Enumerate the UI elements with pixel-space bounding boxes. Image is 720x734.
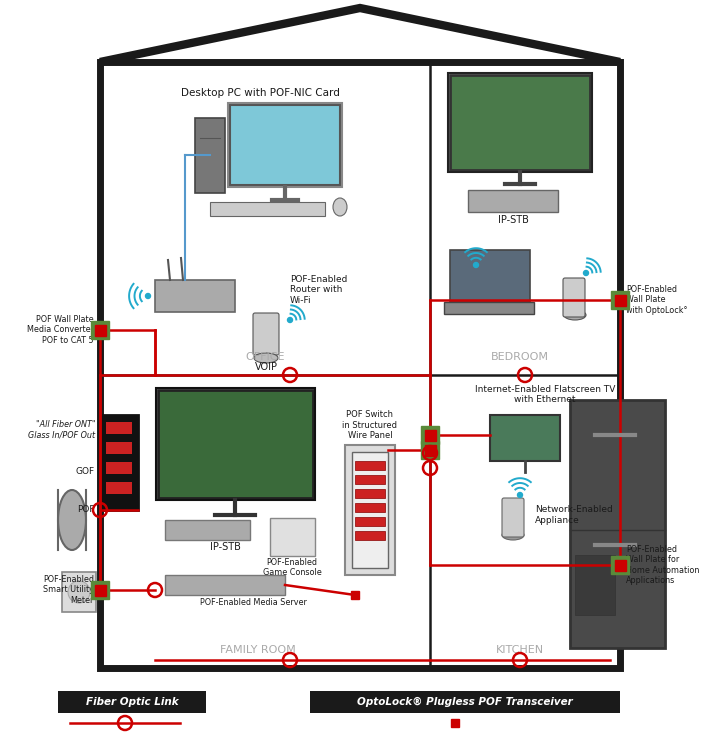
Bar: [230, 105, 340, 185]
Bar: [165, 575, 285, 595]
Bar: [611, 291, 629, 309]
Bar: [355, 531, 385, 540]
Bar: [444, 302, 534, 314]
Text: OFFICE: OFFICE: [246, 352, 284, 362]
Bar: [614, 559, 626, 570]
FancyBboxPatch shape: [502, 498, 524, 537]
Text: POF: POF: [78, 506, 95, 515]
Circle shape: [145, 294, 150, 299]
Bar: [228, 103, 342, 187]
Bar: [355, 517, 385, 526]
Bar: [355, 475, 385, 484]
Text: POF Wall Plate
Media Converter
POF to CAT 5: POF Wall Plate Media Converter POF to CA…: [27, 315, 94, 345]
Bar: [425, 445, 436, 456]
Bar: [310, 691, 620, 713]
Bar: [451, 719, 459, 727]
Text: POF-Enabled
Router with
Wi-Fi: POF-Enabled Router with Wi-Fi: [290, 275, 347, 305]
Bar: [355, 461, 385, 470]
Bar: [425, 429, 436, 440]
FancyBboxPatch shape: [563, 278, 585, 317]
Text: POF-Enabled
Smart Utility
Meter: POF-Enabled Smart Utility Meter: [43, 575, 94, 605]
Text: Internet-Enabled Flatscreen TV
with Ethernet: Internet-Enabled Flatscreen TV with Ethe…: [474, 385, 615, 404]
Text: KITCHEN: KITCHEN: [496, 645, 544, 655]
Bar: [106, 442, 132, 454]
Bar: [611, 556, 629, 574]
Text: VOIP: VOIP: [254, 362, 277, 372]
Text: Network-Enabled
Appliance: Network-Enabled Appliance: [535, 505, 613, 525]
Text: OptoLock® Plugless POF Transceiver: OptoLock® Plugless POF Transceiver: [357, 697, 573, 707]
Bar: [448, 73, 592, 172]
Bar: [94, 584, 106, 595]
Circle shape: [287, 318, 292, 322]
Bar: [106, 462, 132, 474]
Circle shape: [68, 581, 90, 603]
Ellipse shape: [58, 490, 86, 550]
Ellipse shape: [564, 310, 586, 320]
FancyBboxPatch shape: [253, 313, 279, 355]
Bar: [155, 280, 235, 312]
Bar: [210, 202, 325, 216]
Bar: [570, 400, 665, 648]
Ellipse shape: [333, 198, 347, 216]
Circle shape: [474, 263, 479, 267]
Bar: [62, 572, 96, 612]
Bar: [575, 555, 615, 615]
Bar: [270, 518, 315, 556]
Bar: [106, 422, 132, 434]
Bar: [91, 321, 109, 339]
Text: FAMILY ROOM: FAMILY ROOM: [220, 645, 296, 655]
Bar: [91, 581, 109, 599]
Bar: [421, 441, 439, 459]
Ellipse shape: [502, 530, 524, 540]
Bar: [355, 489, 385, 498]
Bar: [345, 445, 395, 575]
Text: GOF: GOF: [76, 468, 95, 476]
Bar: [355, 503, 385, 512]
Bar: [351, 591, 359, 599]
Bar: [156, 388, 315, 500]
Bar: [352, 452, 388, 568]
Text: POF-Enabled
Game Console: POF-Enabled Game Console: [263, 558, 321, 578]
Text: IP-STB: IP-STB: [498, 215, 528, 225]
Bar: [490, 415, 560, 461]
Text: Desktop PC with POF-NIC Card: Desktop PC with POF-NIC Card: [181, 88, 339, 98]
Bar: [158, 390, 313, 498]
Bar: [100, 62, 620, 668]
Ellipse shape: [254, 353, 278, 363]
Text: BEDROOM: BEDROOM: [491, 352, 549, 362]
Text: POF-Enabled
Wall Plate for
Home Automation
Applications: POF-Enabled Wall Plate for Home Automati…: [626, 545, 699, 585]
Text: "All Fiber ONT"
Glass In/POF Out: "All Fiber ONT" Glass In/POF Out: [28, 421, 95, 440]
Text: POF-Enabled
Wall Plate
with OptoLock°: POF-Enabled Wall Plate with OptoLock°: [626, 285, 688, 315]
Bar: [106, 482, 132, 494]
Bar: [58, 691, 206, 713]
Text: POF-Enabled Media Server: POF-Enabled Media Server: [200, 598, 307, 607]
Bar: [94, 324, 106, 335]
Bar: [165, 520, 250, 540]
Circle shape: [518, 493, 523, 498]
Bar: [450, 75, 590, 170]
Text: Fiber Optic Link: Fiber Optic Link: [86, 697, 179, 707]
Bar: [100, 415, 138, 510]
Text: POF Switch
in Structured
Wire Panel: POF Switch in Structured Wire Panel: [343, 410, 397, 440]
Bar: [614, 294, 626, 305]
Bar: [468, 190, 558, 212]
Text: IP-STB: IP-STB: [210, 542, 240, 552]
Circle shape: [583, 271, 588, 275]
Bar: [195, 118, 225, 193]
Bar: [421, 426, 439, 444]
Bar: [450, 250, 530, 302]
